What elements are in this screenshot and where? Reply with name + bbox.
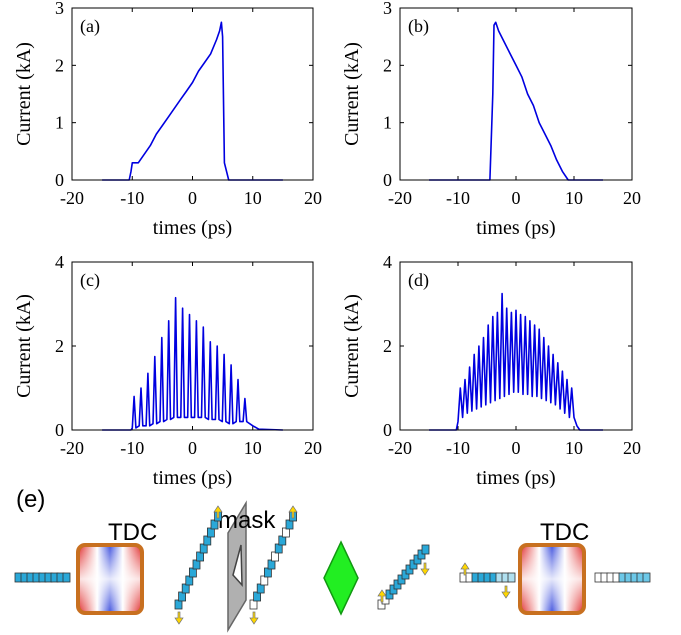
arrow <box>174 611 184 625</box>
x-tick-label: 10 <box>244 438 262 458</box>
tdc-label: TDC <box>108 519 157 546</box>
diagram: (e) TDC mask TDC <box>14 486 651 633</box>
y-tick-label: 1 <box>383 113 392 133</box>
panel-label: (d) <box>408 270 429 291</box>
bunch-slice <box>421 544 430 555</box>
arrow <box>460 562 470 576</box>
data-line <box>429 292 603 431</box>
x-axis-label: times (ps) <box>476 467 555 489</box>
x-axis-label: times (ps) <box>476 217 555 239</box>
panel-label: (b) <box>408 16 429 37</box>
arrow <box>249 611 259 625</box>
y-axis-label: Current (kA) <box>13 42 35 146</box>
axes-box <box>71 7 314 181</box>
bunch-slice <box>507 572 516 583</box>
bunch-slice <box>642 572 651 583</box>
x-tick-label: -20 <box>388 438 412 458</box>
axes-box <box>399 7 633 181</box>
x-tick-label: -20 <box>60 438 84 458</box>
y-tick-label: 0 <box>55 420 64 440</box>
y-axis-label: Current (kA) <box>341 294 363 398</box>
y-tick-label: 2 <box>383 336 392 356</box>
x-tick-label: 0 <box>188 438 197 458</box>
panel-label: (c) <box>80 270 100 291</box>
x-tick-label: 20 <box>623 188 641 208</box>
diagram-label: (e) <box>16 486 45 513</box>
x-tick-label: 10 <box>565 438 583 458</box>
chart-panel: -20 -10 0 10 20 0 2 4 (c) times (ps) Current (kA) <box>13 252 322 489</box>
y-tick-label: 4 <box>55 252 64 272</box>
arrow <box>288 505 298 519</box>
mask-slit <box>232 544 243 588</box>
x-tick-label: 20 <box>304 438 322 458</box>
y-tick-label: 0 <box>55 170 64 190</box>
x-tick-label: -10 <box>446 188 470 208</box>
y-tick-label: 2 <box>383 55 392 75</box>
arrow <box>420 562 430 576</box>
x-tick-label: 10 <box>244 188 262 208</box>
tdc-shade <box>522 547 582 611</box>
arrow <box>501 585 511 599</box>
panel-label: (a) <box>80 16 100 37</box>
data-line <box>102 21 283 181</box>
bunch-slice <box>385 589 394 600</box>
x-tick-label: -10 <box>120 438 144 458</box>
dispersive-element <box>323 540 359 616</box>
bunch-slice <box>393 579 402 590</box>
x-tick-label: -10 <box>120 188 144 208</box>
bunch-slice <box>389 584 398 595</box>
x-axis-label: times (ps) <box>153 217 232 239</box>
y-tick-label: 1 <box>55 113 64 133</box>
arrow <box>213 505 223 519</box>
bunch-slice <box>401 569 410 580</box>
y-tick-label: 3 <box>55 0 64 18</box>
y-axis-label: Current (kA) <box>13 294 35 398</box>
x-tick-label: -10 <box>446 438 470 458</box>
mask-label: mask <box>218 507 276 534</box>
chart-panel: -20 -10 0 10 20 0 1 2 3 (a) times (ps) Current (kA) <box>13 0 322 239</box>
data-line <box>102 296 283 431</box>
arrow <box>377 589 387 603</box>
bunch-slice <box>413 554 422 565</box>
y-tick-label: 2 <box>55 336 64 356</box>
data-line <box>429 21 603 181</box>
y-tick-label: 0 <box>383 170 392 190</box>
x-tick-label: 0 <box>512 438 521 458</box>
chart-panel: -20 -10 0 10 20 0 1 2 3 (b) times (ps) Current (kA) <box>341 0 641 239</box>
chart-panel: -20 -10 0 10 20 0 2 4 (d) times (ps) Current (kA) <box>341 252 641 489</box>
y-tick-label: 2 <box>55 55 64 75</box>
y-tick-label: 0 <box>383 420 392 440</box>
axes-box <box>71 261 314 431</box>
tdc-label: TDC <box>540 519 589 546</box>
x-tick-label: 20 <box>304 188 322 208</box>
bunch-slice <box>405 564 414 575</box>
x-tick-label: 20 <box>623 438 641 458</box>
bunch-slice <box>62 572 71 583</box>
bunch-slice <box>409 559 418 570</box>
x-tick-label: 0 <box>512 188 521 208</box>
x-tick-label: -20 <box>388 188 412 208</box>
tdc-shade <box>80 547 140 611</box>
bunch-slice <box>417 549 426 560</box>
x-tick-label: 0 <box>188 188 197 208</box>
x-axis-label: times (ps) <box>153 467 232 489</box>
y-tick-label: 4 <box>383 252 392 272</box>
x-tick-label: -20 <box>60 188 84 208</box>
bunch-slice <box>397 574 406 585</box>
axes-box <box>399 261 633 431</box>
y-axis-label: Current (kA) <box>341 42 363 146</box>
y-tick-label: 3 <box>383 0 392 18</box>
x-tick-label: 10 <box>565 188 583 208</box>
